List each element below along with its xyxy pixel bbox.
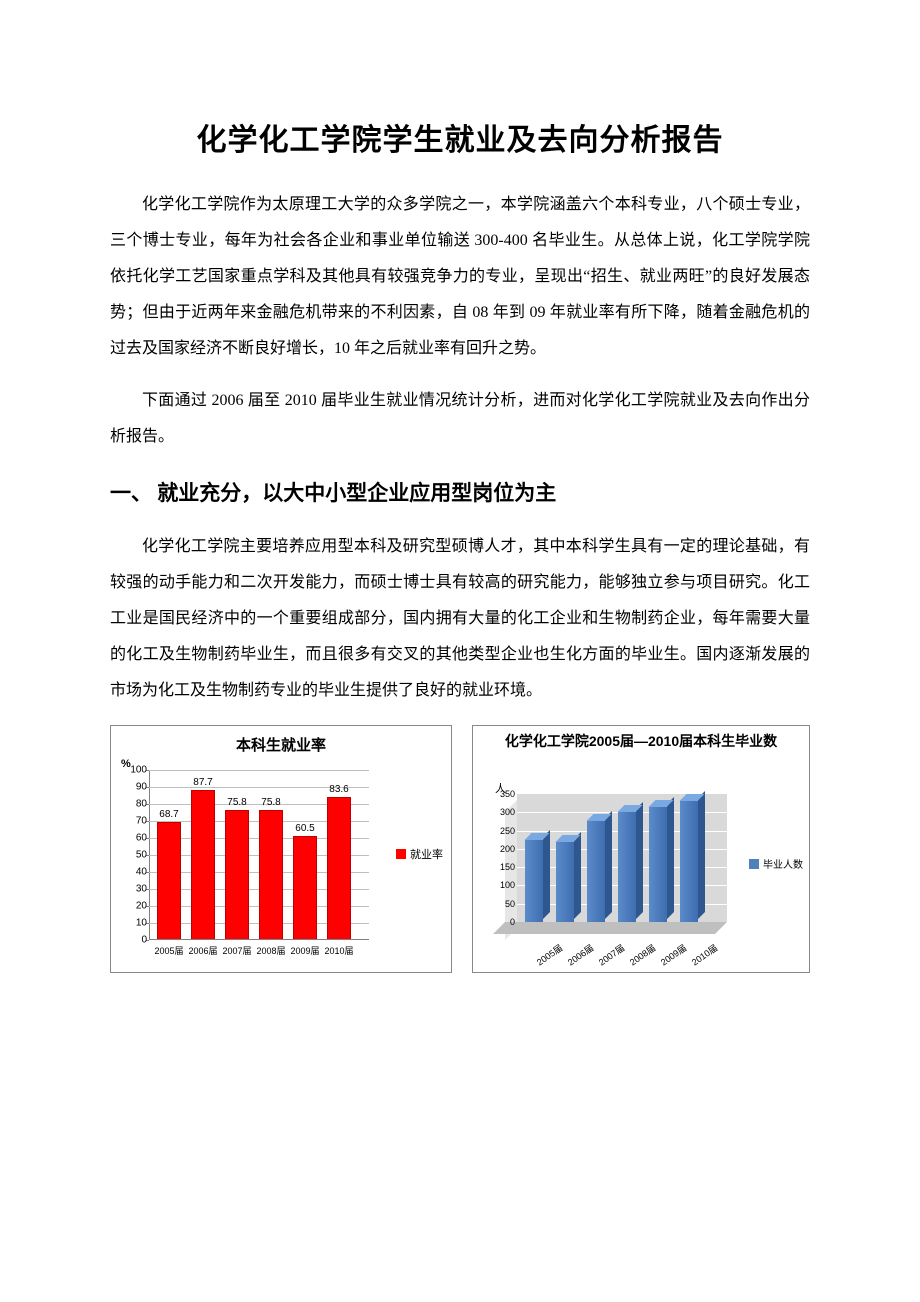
chart-left-ylabel: 10 xyxy=(125,918,147,929)
chart-left-bar xyxy=(191,790,215,939)
chart-right-ylabel: 250 xyxy=(493,826,515,836)
chart-right-xlabel: 2010届 xyxy=(689,941,720,968)
chart-right-bar-front xyxy=(618,812,636,922)
chart-left-ylabel: 0 xyxy=(125,935,147,946)
chart-right-plot-area xyxy=(517,794,727,934)
chart-right-bar xyxy=(525,833,550,922)
charts-row: 本科生就业率 % 就业率 010203040506070809010068.72… xyxy=(110,725,810,973)
chart-left-ylabel: 70 xyxy=(125,816,147,827)
chart-left-legend: 就业率 xyxy=(396,846,443,862)
chart-right-xlabel: 2009届 xyxy=(658,941,689,968)
chart-left-xlabel: 2005届 xyxy=(154,944,183,957)
chart-left-bar xyxy=(225,810,249,939)
chart-right-bar-side xyxy=(698,791,705,919)
chart-right-floor xyxy=(493,922,727,934)
chart-left-xlabel: 2010届 xyxy=(324,944,353,957)
chart-right-bar xyxy=(618,805,643,922)
chart-right-bar xyxy=(649,800,674,922)
chart-right-ylabel: 350 xyxy=(493,789,515,799)
chart-right-bar-front xyxy=(525,840,543,922)
chart-right-bar-front xyxy=(649,807,667,922)
chart-right-bar-side xyxy=(667,797,674,919)
chart-left-xlabel: 2009届 xyxy=(290,944,319,957)
chart-left-bar-value: 68.7 xyxy=(159,809,178,820)
chart-left-bar-value: 75.8 xyxy=(261,797,280,808)
chart-left-bar-value: 83.6 xyxy=(329,784,348,795)
chart-right-bar-side xyxy=(605,811,612,919)
section-1-paragraph: 化学化工学院主要培养应用型本科及研究型硕博人才，其中本科学生具有一定的理论基础，… xyxy=(110,529,810,709)
chart-left-bar xyxy=(259,810,283,939)
chart-right-ylabel: 150 xyxy=(493,862,515,872)
document-title: 化学化工学院学生就业及去向分析报告 xyxy=(110,115,810,159)
chart-right-legend-label: 毕业人数 xyxy=(763,856,803,871)
chart-left-legend-label: 就业率 xyxy=(410,846,443,862)
chart-right-xlabel: 2006届 xyxy=(565,941,596,968)
chart-left-bar-value: 87.7 xyxy=(193,777,212,788)
chart-right-bar xyxy=(556,835,581,922)
chart-left-xlabel: 2008届 xyxy=(256,944,285,957)
chart-left-gridline xyxy=(149,770,369,771)
chart-right-bar-front xyxy=(587,821,605,922)
chart-left-ylabel: 80 xyxy=(125,799,147,810)
chart-left-bar xyxy=(293,836,317,939)
chart-right-bar xyxy=(587,814,612,922)
chart-left-ylabel: 60 xyxy=(125,833,147,844)
chart-right-bar-side xyxy=(574,832,581,919)
chart-right-xlabel: 2008届 xyxy=(627,941,658,968)
chart-left-title: 本科生就业率 xyxy=(111,734,451,755)
chart-left-x-axis xyxy=(149,939,369,940)
chart-left-bar-value: 75.8 xyxy=(227,797,246,808)
employment-rate-chart: 本科生就业率 % 就业率 010203040506070809010068.72… xyxy=(110,725,452,973)
chart-left-ylabel: 30 xyxy=(125,884,147,895)
chart-right-ylabel: 200 xyxy=(493,844,515,854)
chart-right-ylabel: 100 xyxy=(493,880,515,890)
chart-right-bar-front xyxy=(556,842,574,922)
chart-left-ylabel: 20 xyxy=(125,901,147,912)
chart-left-ylabel: 100 xyxy=(125,765,147,776)
chart-right-bar-front xyxy=(680,801,698,922)
graduate-count-chart: 化学化工学院2005届—2010届本科生毕业数 人 毕业人数 050100150… xyxy=(472,725,810,973)
chart-left-bar xyxy=(327,797,351,939)
chart-left-xlabel: 2006届 xyxy=(188,944,217,957)
chart-left-ylabel: 40 xyxy=(125,867,147,878)
chart-left-plot-area xyxy=(149,770,369,940)
chart-right-legend: 毕业人数 xyxy=(749,856,803,871)
chart-left-ylabel: 90 xyxy=(125,782,147,793)
chart-left-xlabel: 2007届 xyxy=(222,944,251,957)
chart-right-ylabel: 0 xyxy=(493,917,515,927)
chart-left-ylabel: 50 xyxy=(125,850,147,861)
legend-swatch-icon xyxy=(396,849,406,859)
chart-left-bar-value: 60.5 xyxy=(295,823,314,834)
chart-left-bar xyxy=(157,822,181,939)
chart-right-bar-side xyxy=(636,802,643,919)
intro-paragraph-2: 下面通过 2006 届至 2010 届毕业生就业情况统计分析，进而对化学化工学院… xyxy=(110,383,810,455)
chart-right-title: 化学化工学院2005届—2010届本科生毕业数 xyxy=(473,732,809,750)
chart-right-ylabel: 300 xyxy=(493,807,515,817)
legend-swatch-icon xyxy=(749,859,759,869)
chart-right-xlabel: 2005届 xyxy=(534,941,565,968)
intro-paragraph-1: 化学化工学院作为太原理工大学的众多学院之一，本学院涵盖六个本科专业，八个硕士专业… xyxy=(110,187,810,367)
chart-right-xlabel: 2007届 xyxy=(596,941,627,968)
chart-right-ylabel: 50 xyxy=(493,899,515,909)
chart-right-bar-side xyxy=(543,830,550,919)
section-1-heading: 一、 就业充分，以大中小型企业应用型岗位为主 xyxy=(110,477,810,507)
chart-right-bar xyxy=(680,794,705,922)
